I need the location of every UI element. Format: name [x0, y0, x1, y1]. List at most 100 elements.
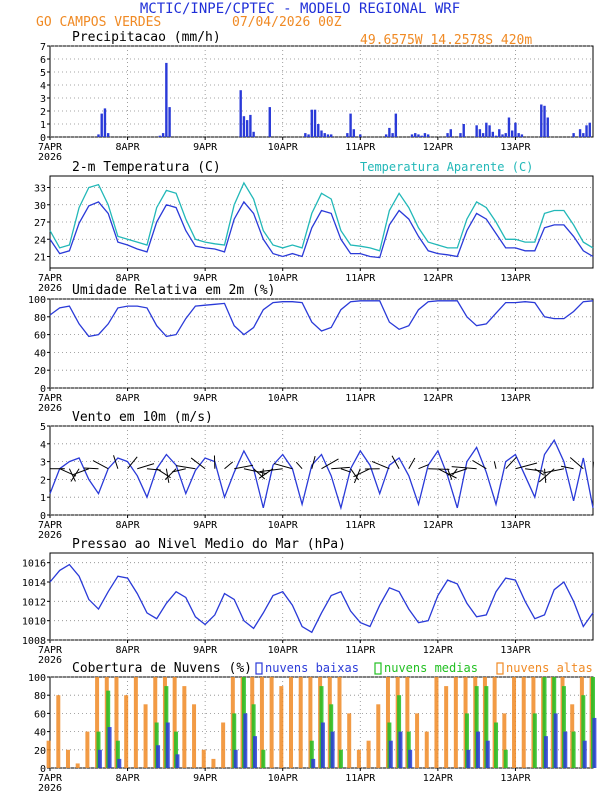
- cloud-bar-low: [330, 731, 335, 768]
- panel-3: [47, 425, 594, 518]
- cloud-bar-low: [117, 758, 122, 768]
- legend-label-mid: nuvens medias: [384, 661, 478, 675]
- wind-arrow: [70, 468, 80, 482]
- x-tick-label: 7APR: [38, 645, 63, 656]
- y-tick-label: 0: [40, 764, 46, 775]
- cloud-bar-high: [221, 722, 226, 768]
- x-tick-label: 10APR: [268, 142, 299, 153]
- cloud-bar-low: [165, 722, 170, 768]
- panel-title: Umidade Relativa em 2m (%): [72, 283, 276, 298]
- y-tick-label: 1016: [22, 559, 46, 570]
- wind-arrow: [253, 468, 266, 480]
- cloud-bar-high: [424, 731, 429, 768]
- cloud-bar-low: [233, 749, 238, 768]
- precip-bar: [501, 134, 504, 137]
- y-tick-label: 21: [34, 253, 46, 264]
- cloud-bar-mid: [561, 686, 566, 768]
- precip-bar: [346, 133, 349, 137]
- precip-bar: [304, 133, 307, 137]
- panel-4: [47, 552, 594, 643]
- cloud-bar-high: [279, 686, 284, 768]
- y-tick-label: 6: [40, 55, 46, 66]
- cloud-bar-high: [521, 677, 526, 768]
- precip-bar: [410, 134, 414, 137]
- wind-arrow: [68, 468, 76, 482]
- precip-bar: [97, 134, 100, 137]
- y-tick-label: 3: [40, 94, 46, 105]
- y-tick-label: 1: [40, 493, 46, 504]
- precip-bar: [100, 113, 103, 137]
- x-year-label: 2026: [38, 655, 62, 666]
- precip-bar: [317, 124, 320, 137]
- x-year-label: 2026: [38, 403, 62, 414]
- cloud-bar-high: [259, 677, 264, 768]
- cloud-bar-high: [308, 677, 313, 768]
- x-tick-label: 9APR: [193, 273, 218, 284]
- cloud-bar-high: [46, 740, 51, 768]
- x-tick-label: 11APR: [345, 520, 376, 531]
- panel-title: Pressao ao Nivel Medio do Mar (hPa): [72, 537, 346, 552]
- wind-arrow: [391, 455, 400, 469]
- precip-bar: [168, 107, 171, 137]
- cloud-bar-high: [502, 713, 507, 768]
- y-tick-label: 0: [40, 511, 46, 522]
- precip-bar: [446, 133, 449, 137]
- cloud-bar-mid: [532, 713, 537, 768]
- cloud-bar-low: [408, 749, 413, 768]
- precip-bar: [423, 133, 427, 137]
- wind-arrow: [569, 457, 584, 470]
- x-tick-label: 13APR: [500, 393, 531, 404]
- precip-bar: [491, 131, 495, 137]
- wind-arrow: [127, 456, 138, 470]
- wind-arrow: [331, 466, 350, 470]
- cloud-bar-mid: [474, 686, 479, 768]
- y-tick-label: 0: [40, 384, 46, 395]
- wind-arrow: [83, 467, 99, 470]
- x-tick-label: 7APR: [38, 520, 63, 531]
- cloud-bar-mid: [174, 731, 179, 768]
- x-tick-label: 11APR: [345, 393, 376, 404]
- wind-arrow: [340, 468, 352, 473]
- panel-1: [47, 175, 594, 271]
- precip-bar: [349, 113, 352, 137]
- legend-label-apparent: Temperatura Aparente (C): [360, 160, 533, 174]
- precip-bar: [543, 105, 546, 137]
- precip-bar: [420, 135, 423, 137]
- cloud-bar-low: [97, 749, 102, 768]
- y-tick-label: 0: [40, 133, 46, 144]
- cloud-bar-low: [582, 740, 587, 768]
- cloud-bar-high: [269, 677, 274, 768]
- precip-bar: [462, 124, 465, 137]
- cloud-bar-high: [211, 758, 216, 768]
- wind-arrow: [224, 461, 234, 470]
- precip-bar: [582, 133, 585, 137]
- x-tick-label: 12APR: [423, 520, 454, 531]
- y-tick-label: 100: [28, 295, 46, 306]
- wind-arrow: [418, 464, 429, 470]
- precip-bar: [268, 107, 271, 137]
- x-tick-label: 8APR: [116, 273, 141, 284]
- wind-arrow: [321, 458, 339, 470]
- x-tick-label: 13APR: [500, 142, 531, 153]
- wind-arrow: [311, 456, 316, 469]
- cloud-bar-high: [298, 677, 303, 768]
- precip-bar: [323, 133, 326, 137]
- y-tick-label: 80: [34, 691, 46, 702]
- wind-arrow: [113, 455, 119, 469]
- cloud-bar-mid: [503, 749, 508, 768]
- y-tick-label: 2: [40, 107, 46, 118]
- x-tick-label: 13APR: [500, 773, 531, 784]
- precip-bar: [158, 135, 162, 137]
- cloud-bar-high: [75, 763, 80, 768]
- x-tick-label: 10APR: [268, 520, 299, 531]
- x-tick-label: 9APR: [193, 393, 218, 404]
- x-tick-label: 7APR: [38, 273, 63, 284]
- wind-arrow: [452, 468, 458, 476]
- wind-arrow: [451, 466, 477, 470]
- cloud-bar-low: [253, 736, 258, 768]
- y-tick-label: 4: [40, 440, 46, 451]
- y-tick-label: 1012: [22, 597, 46, 608]
- wind-arrow: [295, 461, 303, 470]
- cloud-bar-low: [320, 722, 325, 768]
